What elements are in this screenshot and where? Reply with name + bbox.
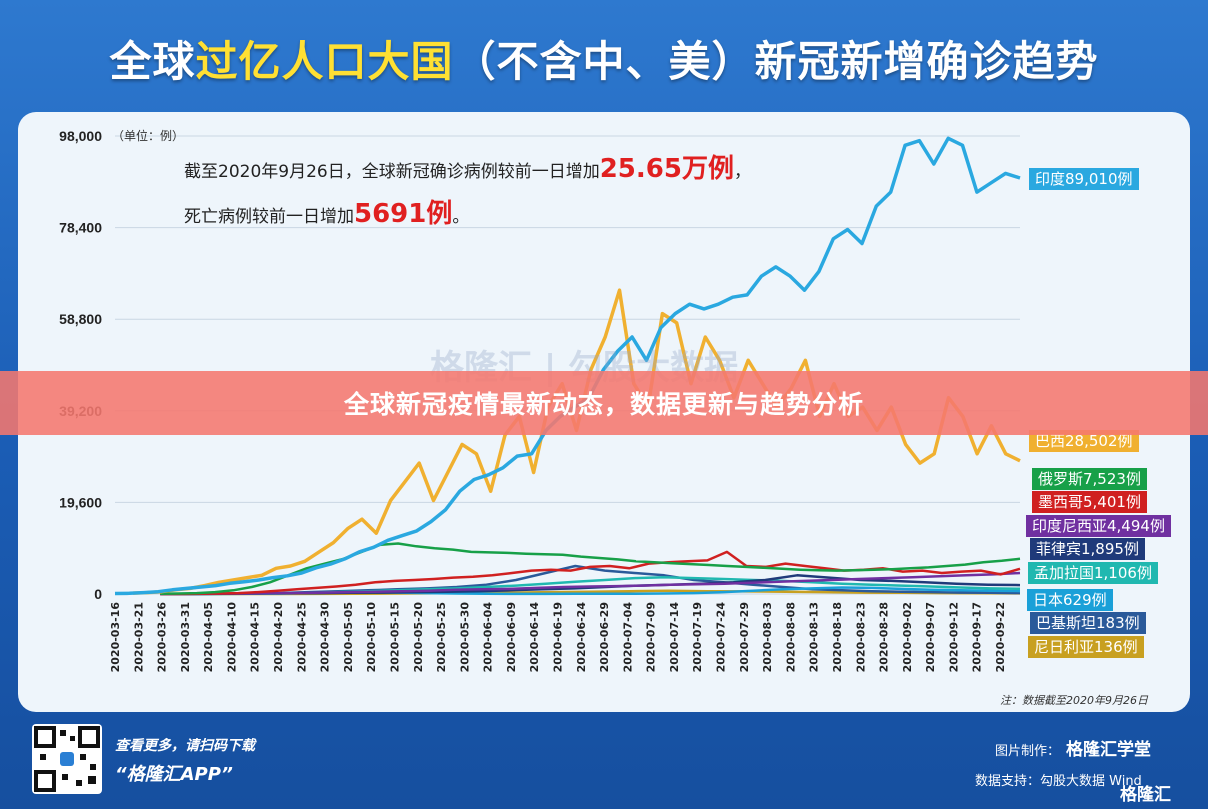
x-tick-label: 2020-07-19 (691, 602, 704, 672)
x-tick-label: 2020-05-30 (458, 602, 471, 673)
y-axis-unit: （单位：例） (112, 129, 185, 143)
x-tick-label: 2020-03-31 (179, 602, 192, 672)
x-tick-label: 2020-08-18 (831, 602, 844, 672)
x-tick-label: 2020-04-20 (272, 602, 285, 673)
legend-label: 巴基斯坦183例 (1030, 612, 1146, 634)
x-tick-label: 2020-05-05 (342, 602, 355, 672)
y-tick-label: 19,600 (59, 494, 102, 510)
legend-label: 巴西28,502例 (1029, 430, 1139, 452)
x-tick-label: 2020-04-25 (295, 602, 308, 672)
scan-hint: 查看更多，请扫码下载 (115, 738, 255, 754)
x-tick-label: 2020-09-02 (901, 602, 914, 672)
x-tick-label: 2020-05-20 (412, 602, 425, 673)
legend-label: 尼日利亚136例 (1028, 636, 1144, 658)
x-tick-label: 2020-05-25 (435, 602, 448, 672)
x-tick-label: 2020-09-17 (971, 602, 984, 672)
legend-label: 日本629例 (1027, 589, 1113, 611)
series-line (160, 571, 1021, 596)
x-tick-label: 2020-08-08 (784, 602, 797, 672)
x-tick-label: 2020-03-16 (109, 602, 122, 673)
x-tick-label: 2020-06-24 (575, 602, 588, 673)
y-tick-label: 0 (94, 586, 102, 602)
legend-label: 菲律宾1,895例 (1030, 538, 1145, 560)
legend-label: 孟加拉国1,106例 (1028, 562, 1158, 584)
x-tick-label: 2020-09-22 (994, 602, 1007, 672)
x-tick-label: 2020-09-12 (947, 602, 960, 672)
annotation-line1: 截至2020年9月26日，全球新冠确诊病例较前一日增加25.65万例， (184, 154, 751, 184)
x-tick-label: 2020-06-29 (598, 602, 611, 672)
x-tick-label: 2020-08-03 (761, 602, 774, 672)
x-tick-label: 2020-07-04 (621, 602, 634, 673)
series-line (160, 542, 1021, 596)
x-tick-label: 2020-04-30 (319, 602, 332, 673)
legend-label: 俄罗斯7,523例 (1032, 468, 1147, 490)
x-tick-label: 2020-06-19 (552, 602, 565, 672)
x-tick-label: 2020-06-04 (482, 602, 495, 673)
legend-label: 印度89,010例 (1029, 168, 1139, 190)
x-tick-label: 2020-06-09 (505, 602, 518, 672)
x-tick-label: 2020-04-05 (202, 602, 215, 672)
y-tick-label: 58,800 (59, 311, 102, 327)
x-tick-label: 2020-07-24 (715, 602, 728, 673)
x-tick-label: 2020-08-13 (808, 602, 821, 672)
made-by: 图片制作： 格隆汇学堂 (995, 740, 1152, 760)
x-tick-label: 2020-08-28 (878, 602, 891, 672)
qr-code-icon[interactable] (32, 724, 102, 794)
x-tick-label: 2020-07-29 (738, 602, 751, 672)
y-tick-label: 78,400 (59, 220, 102, 236)
x-tick-label: 2020-09-07 (924, 602, 937, 672)
x-tick-label: 2020-07-14 (668, 602, 681, 673)
annotation-line2: 死亡病例较前一日增加5691例。 (184, 199, 470, 229)
x-tick-label: 2020-03-21 (132, 602, 145, 672)
series-line (133, 288, 1021, 595)
headline-banner: 全球新冠疫情最新动态，数据更新与趋势分析 (0, 371, 1208, 435)
x-tick-label: 2020-06-14 (528, 602, 541, 673)
x-tick-label: 2020-03-26 (156, 602, 169, 673)
data-support: 数据支持：勾股大数据 Wind (975, 774, 1142, 789)
legend-label: 印度尼西亚4,494例 (1026, 515, 1171, 537)
x-tick-label: 2020-05-10 (365, 602, 378, 673)
page-title: 全球过亿人口大国（不含中、美）新冠新增确诊趋势 (109, 37, 1099, 86)
data-note: 注：数据截至2020年9月26日 (1000, 694, 1148, 707)
x-tick-label: 2020-08-23 (854, 602, 867, 672)
x-tick-label: 2020-07-09 (645, 602, 658, 672)
corner-logo: 格隆汇 (1120, 785, 1171, 805)
app-name: “格隆汇APP” (115, 764, 233, 785)
x-tick-label: 2020-04-10 (225, 602, 238, 673)
x-tick-label: 2020-04-15 (249, 602, 262, 672)
x-tick-label: 2020-05-15 (388, 602, 401, 672)
brand-logo: 格隆汇学堂 (1066, 740, 1152, 760)
legend-label: 墨西哥5,401例 (1032, 491, 1147, 513)
y-tick-label: 98,000 (59, 128, 102, 144)
